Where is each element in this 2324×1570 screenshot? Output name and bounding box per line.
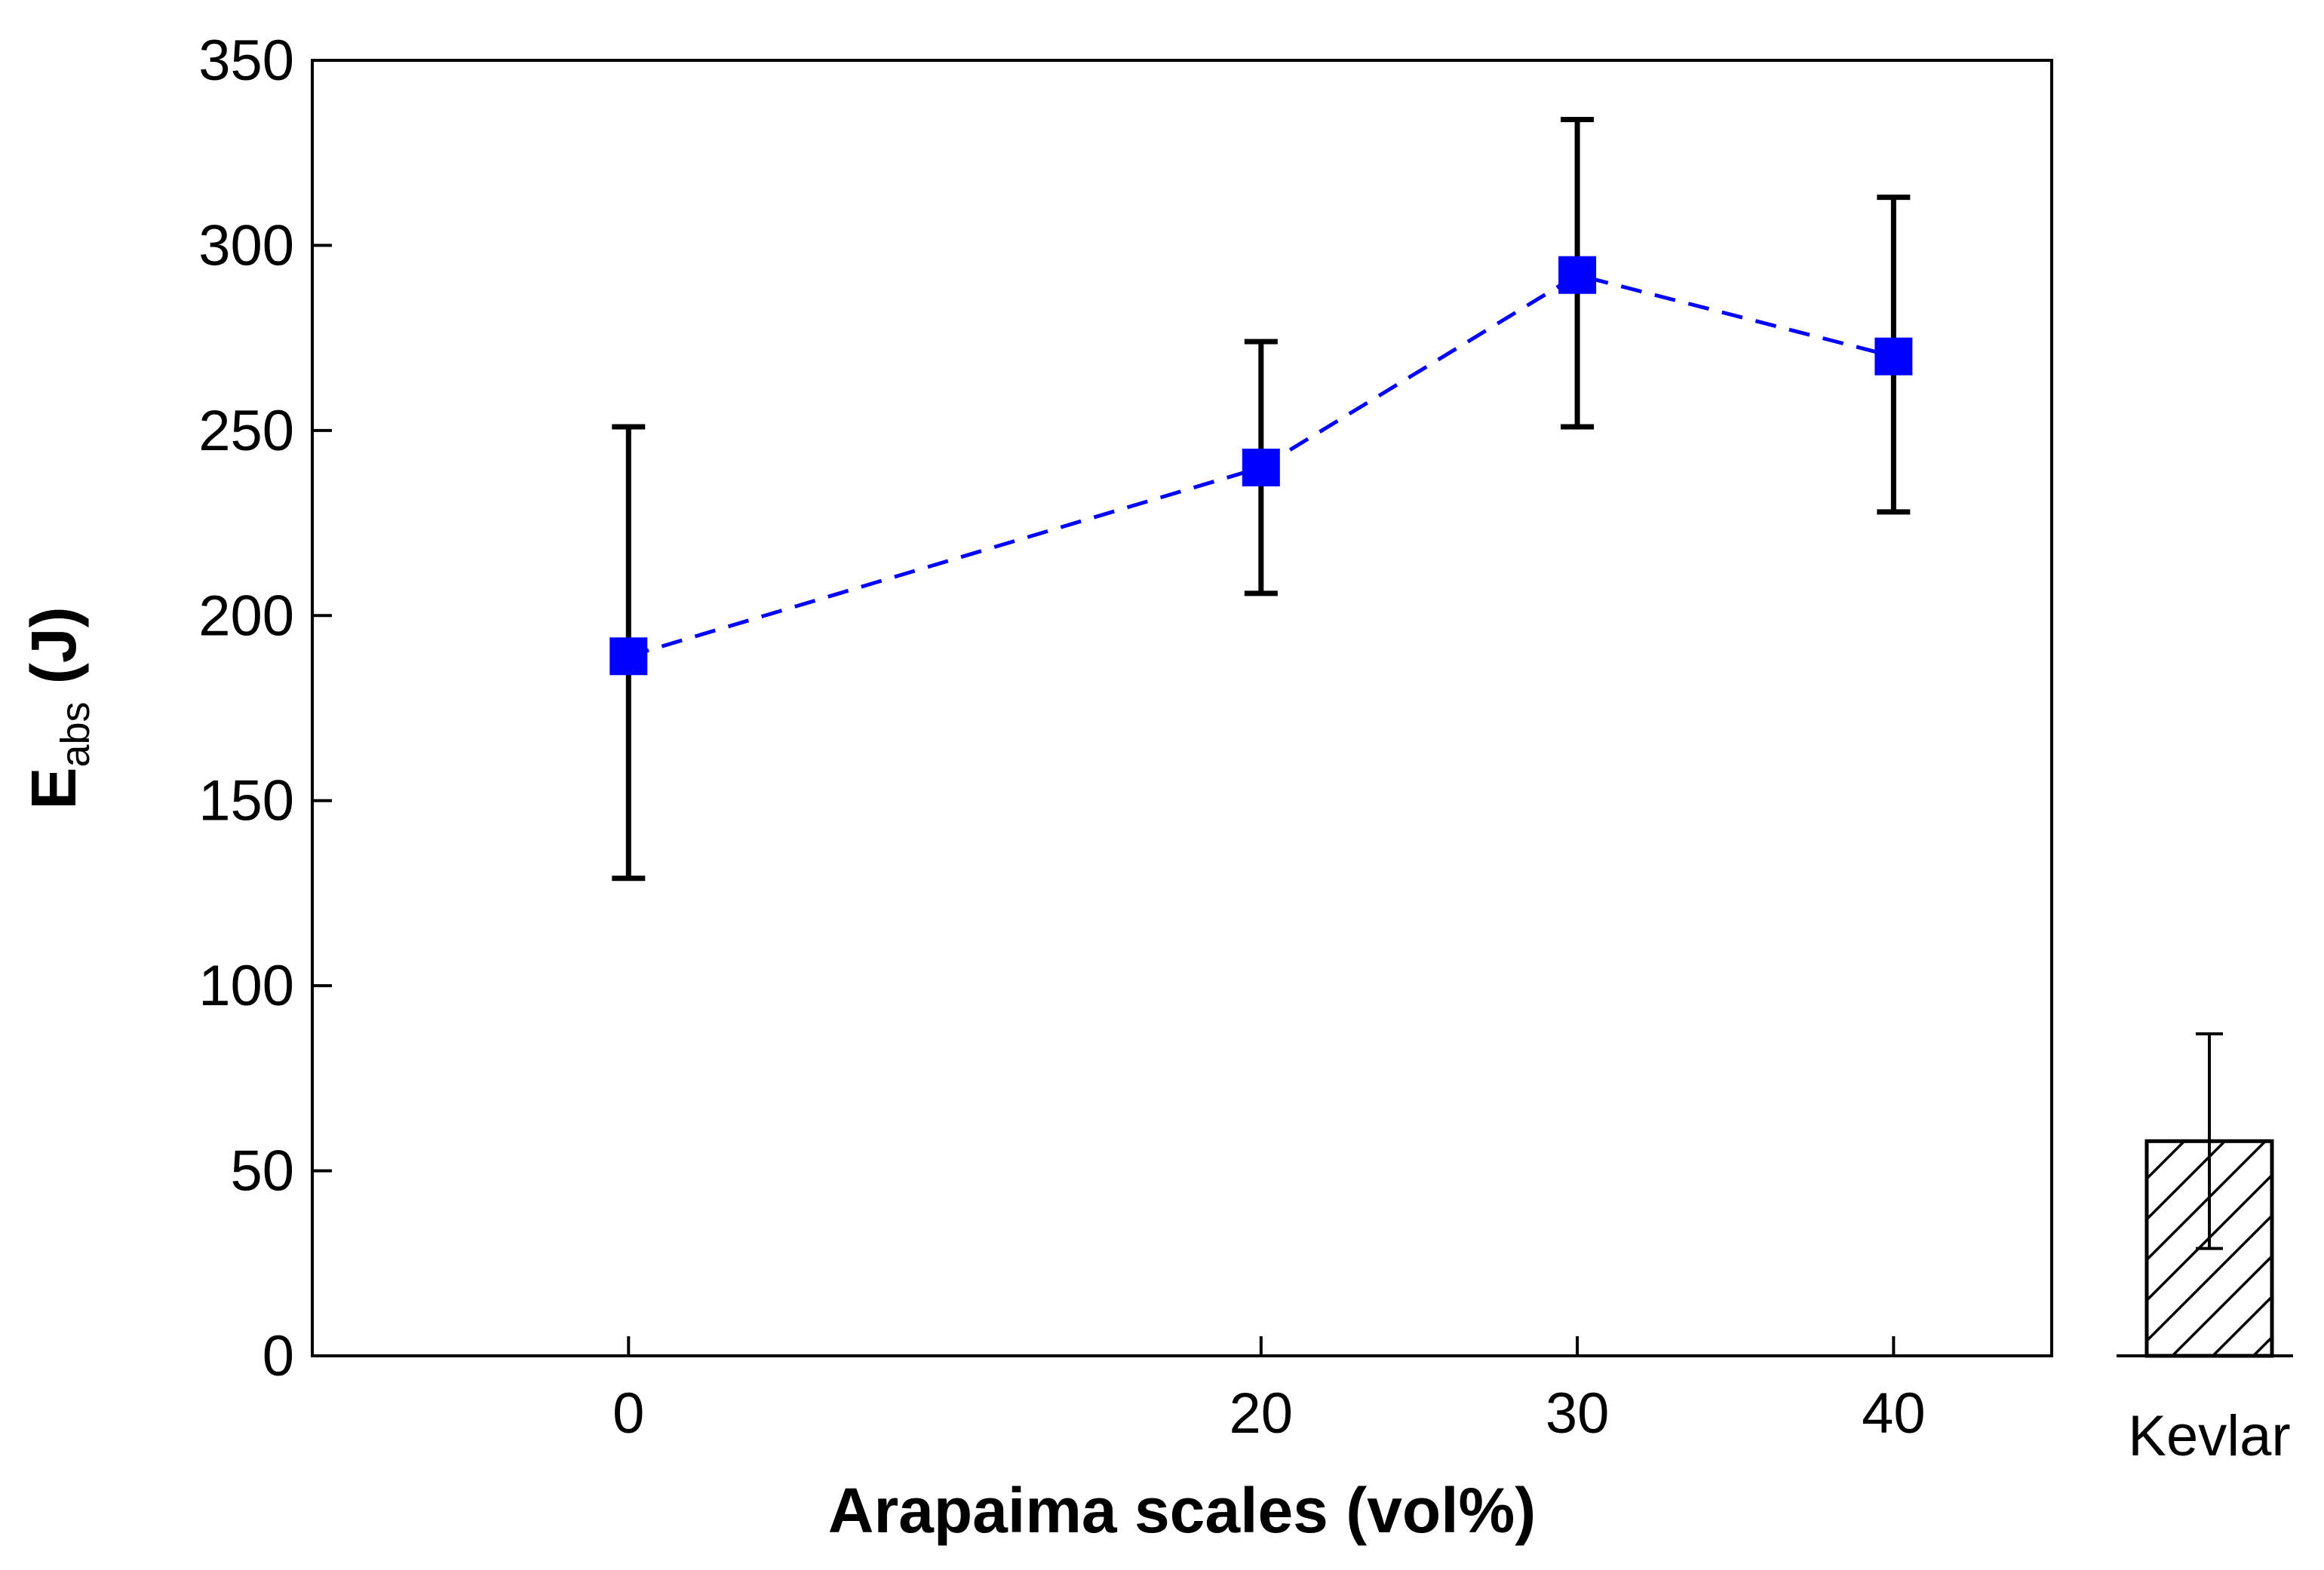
x-tick-label: 0 — [612, 1381, 644, 1446]
data-point-marker — [1558, 256, 1597, 294]
x-axis: 0 20 30 40 — [612, 1336, 1926, 1446]
kevlar-label: Kevlar — [2128, 1404, 2290, 1468]
plot-area — [311, 59, 2053, 1357]
y-tick-label: 350 — [198, 29, 294, 93]
y-tick-label: 50 — [230, 1139, 294, 1204]
y-tick-label: 100 — [198, 954, 294, 1018]
y-tick-label: 0 — [262, 1324, 294, 1388]
series-layer — [609, 117, 1913, 882]
series-line — [628, 273, 1894, 658]
data-point-marker — [1874, 337, 1913, 376]
kevlar-reference: Kevlar — [2117, 1032, 2293, 1468]
y-axis-title-main: E — [18, 768, 89, 810]
y-tick-label: 150 — [198, 769, 294, 833]
y-tick-label: 250 — [198, 399, 294, 463]
x-tick-label: 20 — [1230, 1381, 1294, 1446]
x-tick-label: 40 — [1862, 1381, 1926, 1446]
x-tick-label: 30 — [1546, 1381, 1610, 1446]
x-axis-title: Arapaima scales (vol%) — [828, 1475, 1536, 1546]
y-tick-label: 200 — [198, 584, 294, 648]
y-axis-title-unit: (J) — [18, 606, 89, 701]
y-tick-label: 300 — [198, 213, 294, 278]
y-axis: 0 50 100 150 200 250 300 350 — [198, 29, 332, 1388]
y-axis-title: Eabs (J) — [18, 606, 98, 809]
y-axis-title-subscript: abs — [53, 701, 98, 767]
data-point-marker — [1242, 448, 1280, 486]
data-point-marker — [609, 637, 648, 676]
